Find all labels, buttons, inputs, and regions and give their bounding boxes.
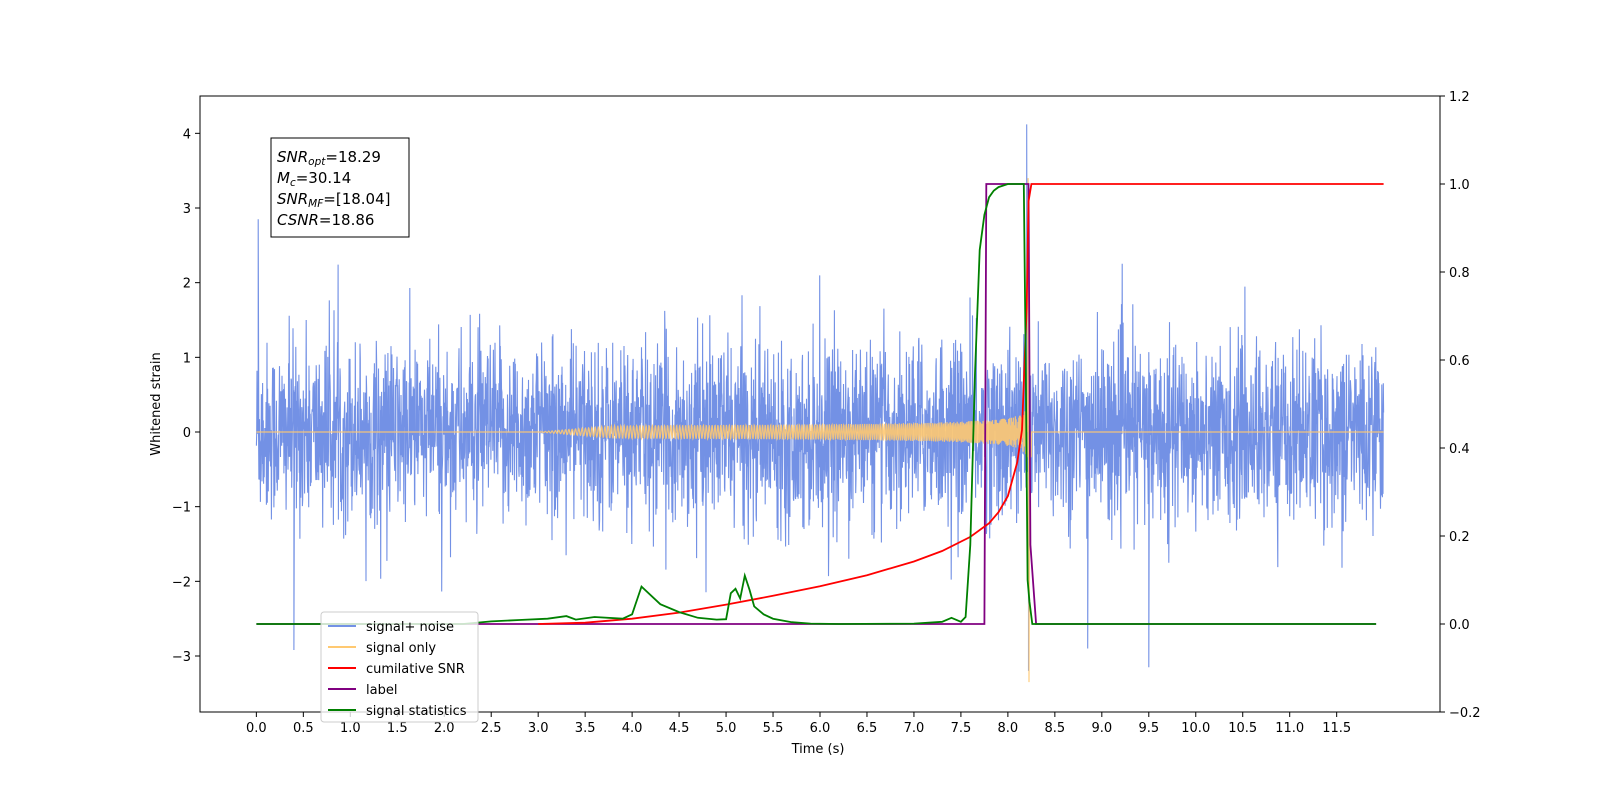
- y-axis-left: −3 −2 −1 0 1 2 3 4: [172, 127, 200, 665]
- x-axis-label: Time (s): [791, 742, 845, 757]
- x-tick-label: 1.5: [387, 721, 408, 736]
- x-tick-label: 9.5: [1138, 721, 1159, 736]
- x-tick-label: 9.0: [1091, 721, 1112, 736]
- x-tick-label: 7.5: [951, 721, 972, 736]
- y-tick-label: 1: [183, 351, 191, 366]
- x-tick-label: 10.5: [1228, 721, 1257, 736]
- annotation-value: =[18.04]: [323, 190, 390, 208]
- annotation-line: SNRopt=18.29: [277, 148, 381, 168]
- annotation-subscript: c: [290, 177, 296, 189]
- series-signal-statistics-line: [256, 183, 1377, 625]
- x-tick-label: 8.5: [1045, 721, 1066, 736]
- annotation-symbol: M: [277, 169, 290, 187]
- x-tick-label: 7.0: [904, 721, 925, 736]
- legend-label: signal statistics: [366, 704, 467, 719]
- y-axis-label: Whitened strain: [149, 352, 164, 455]
- y2-tick-label: 0.0: [1449, 618, 1470, 633]
- legend-label: cumilative SNR: [366, 662, 465, 677]
- legend-frame: [320, 611, 479, 723]
- y2-tick-label: 0.8: [1449, 266, 1470, 281]
- x-tick-label: 0.5: [293, 721, 314, 736]
- annotation-value: =30.14: [296, 169, 352, 187]
- y2-tick-label: 0.2: [1449, 530, 1470, 545]
- legend: signal+ noise signal only cumilative SNR la…: [320, 611, 479, 723]
- x-tick-label: 3.5: [575, 721, 596, 736]
- annotation-value: =18.86: [319, 211, 375, 229]
- y2-tick-label: 1.2: [1449, 90, 1470, 105]
- x-tick-label: 5.5: [763, 721, 784, 736]
- annotation-symbol: SNR: [277, 190, 308, 208]
- y-tick-label: −3: [172, 650, 191, 665]
- annotation-line: CSNR=18.86: [277, 211, 374, 229]
- x-tick-label: 8.0: [998, 721, 1019, 736]
- legend-label: label: [366, 683, 397, 698]
- annotation-symbol: CSNR: [277, 211, 319, 229]
- x-tick-label: 10.0: [1181, 721, 1210, 736]
- x-tick-label: 1.0: [340, 721, 361, 736]
- series-layer: [255, 124, 1385, 683]
- annotation-subscript: MF: [308, 198, 324, 210]
- y2-tick-label: 0.6: [1449, 354, 1470, 369]
- x-tick-label: 3.0: [528, 721, 549, 736]
- x-tick-label: 5.0: [716, 721, 737, 736]
- annotation-line: SNRMF=[18.04]: [277, 190, 391, 210]
- x-tick-label: 11.0: [1275, 721, 1304, 736]
- y-axis-right: −0.2 0.0 0.2 0.4 0.6 0.8 1.0 1.2: [1440, 90, 1481, 721]
- y-tick-label: 4: [183, 127, 191, 142]
- y-tick-label: −1: [172, 501, 191, 516]
- x-tick-label: 4.5: [669, 721, 690, 736]
- y2-tick-label: 1.0: [1449, 178, 1470, 193]
- y-tick-label: 0: [183, 426, 191, 441]
- x-tick-label: 2.0: [434, 721, 455, 736]
- annotation-line: Mc=30.14: [277, 169, 351, 189]
- annotation-symbol: SNR: [277, 148, 308, 166]
- x-tick-label: 4.0: [622, 721, 643, 736]
- x-tick-label: 0.0: [246, 721, 267, 736]
- y-tick-label: 3: [183, 202, 191, 217]
- y2-tick-label: 0.4: [1449, 442, 1470, 457]
- stats-annotation-box: SNRopt=18.29Mc=30.14SNRMF=[18.04]CSNR=18…: [270, 137, 410, 238]
- annotation-value: =18.29: [325, 148, 381, 166]
- x-tick-label: 2.5: [481, 721, 502, 736]
- y-tick-label: 2: [183, 277, 191, 292]
- x-tick-label: 6.5: [857, 721, 878, 736]
- x-tick-label: 6.0: [810, 721, 831, 736]
- legend-label: signal only: [366, 641, 436, 656]
- legend-label: signal+ noise: [366, 620, 454, 635]
- y-tick-label: −2: [172, 575, 191, 590]
- annotation-subscript: opt: [308, 156, 326, 168]
- y2-tick-label: −0.2: [1449, 706, 1481, 721]
- x-tick-label: 11.5: [1322, 721, 1351, 736]
- stats-annotation-frame: [270, 137, 410, 238]
- series-signal-only-line: [256, 178, 1384, 683]
- x-axis: 0.0 0.5 1.0 1.5 2.0 2.5 3.0 3.5 4.0 4.5 5.0 5.5 6.0 6…: [246, 712, 1351, 736]
